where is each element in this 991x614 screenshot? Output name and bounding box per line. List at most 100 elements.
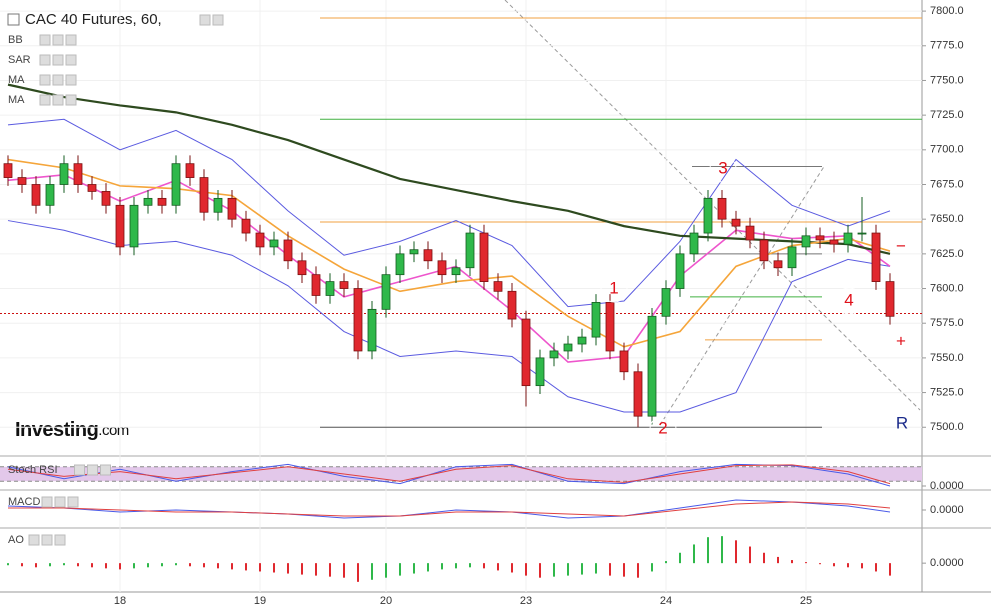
legend-icon[interactable] <box>52 74 64 86</box>
candle-body <box>129 204 139 248</box>
candle-body <box>745 225 755 241</box>
legend-icon[interactable] <box>65 74 77 86</box>
candle-body <box>647 315 657 417</box>
candle-body <box>325 281 335 296</box>
candle-body <box>17 177 27 185</box>
ao-bar <box>875 563 877 572</box>
candle-body <box>423 249 433 262</box>
annotation: + <box>896 331 906 350</box>
ao-bar <box>525 563 527 576</box>
legend-icon[interactable] <box>52 94 64 106</box>
y-tick-label: 7625.0 <box>930 248 964 260</box>
ao-bar <box>371 563 373 580</box>
candle-body <box>451 267 461 276</box>
legend-icon[interactable] <box>74 464 85 476</box>
candle-body <box>773 260 783 269</box>
candle-body <box>815 235 825 241</box>
y-tick-label: 7750.0 <box>930 74 964 86</box>
legend-label: SAR <box>8 54 31 66</box>
y-tick-label: 7550.0 <box>930 352 964 364</box>
candle-body <box>563 343 573 352</box>
ao-bar <box>455 563 457 569</box>
ao-bar <box>805 562 807 564</box>
legend-icon[interactable] <box>41 534 53 546</box>
legend-label: MA <box>8 94 25 106</box>
candle-body <box>73 163 83 185</box>
ao-bar <box>357 563 359 582</box>
ao-bar <box>7 563 9 566</box>
candle-body <box>395 253 405 276</box>
ao-bar <box>273 563 275 573</box>
legend-icon[interactable] <box>67 496 79 508</box>
annotation-ring <box>600 275 628 303</box>
legend-icon[interactable] <box>65 94 77 106</box>
legend-icon[interactable] <box>199 14 211 26</box>
legend-icon[interactable] <box>39 74 51 86</box>
ao-bar <box>735 540 737 564</box>
candle-body <box>759 239 769 262</box>
candle-body <box>661 288 671 317</box>
ao-bar <box>133 563 135 569</box>
ao-bar <box>777 556 779 564</box>
candle-body <box>241 218 251 234</box>
legend-icon[interactable] <box>52 54 64 66</box>
legend-icon[interactable] <box>52 34 64 46</box>
candle-body <box>871 232 881 283</box>
candle-body <box>591 302 601 338</box>
candle-body <box>787 246 797 269</box>
legend-icon[interactable] <box>39 54 51 66</box>
ao-bar <box>861 563 863 569</box>
candle-body <box>885 281 895 317</box>
ao-bar <box>651 563 653 572</box>
ao-bar <box>581 563 583 575</box>
panel-label: Stoch RSI <box>8 464 58 476</box>
candle-body <box>619 350 629 373</box>
logo-text: Investing <box>15 419 98 441</box>
candle-body <box>437 260 447 276</box>
legend-icon[interactable] <box>41 496 53 508</box>
legend-icon[interactable] <box>100 464 111 476</box>
ao-bar <box>203 563 205 568</box>
bb-upper <box>7 118 891 308</box>
ao-bar <box>693 544 695 564</box>
candle-body <box>339 281 349 289</box>
candle-body <box>171 163 181 206</box>
y-tick-label: 7575.0 <box>930 317 964 329</box>
legend-icon[interactable] <box>65 34 77 46</box>
candle-body <box>59 163 69 185</box>
annotation-ring <box>649 415 677 443</box>
ao-bar <box>819 563 821 565</box>
legend-icon[interactable] <box>28 534 40 546</box>
candle-body <box>843 232 853 245</box>
ao-bar <box>511 563 513 573</box>
legend-icon[interactable] <box>39 94 51 106</box>
candle-body <box>157 197 167 206</box>
x-tick-label: 20 <box>380 595 392 607</box>
legend-icon[interactable] <box>54 534 66 546</box>
ao-bar <box>539 563 541 578</box>
legend-icon[interactable] <box>39 34 51 46</box>
ao-bar <box>469 563 471 568</box>
ao-bar <box>245 563 247 571</box>
candle-body <box>801 235 811 248</box>
x-tick-label: 19 <box>254 595 266 607</box>
menu-icon[interactable] <box>7 13 20 26</box>
ao-bar <box>889 563 891 576</box>
y-tick-label: 7725.0 <box>930 109 964 121</box>
candle-body <box>717 197 727 220</box>
candle-body <box>45 184 55 206</box>
ao-bar <box>749 546 751 564</box>
candle-body <box>605 302 615 352</box>
candle-body <box>577 336 587 345</box>
ao-bar <box>287 563 289 574</box>
legend-icon[interactable] <box>87 464 98 476</box>
candle-body <box>87 184 97 192</box>
legend-icon[interactable] <box>212 14 224 26</box>
legend-icon[interactable] <box>54 496 66 508</box>
legend-icon[interactable] <box>65 54 77 66</box>
y-tick-label: 7600.0 <box>930 282 964 294</box>
y-tick-label: 0.0000 <box>930 504 964 516</box>
candle-body <box>731 218 741 227</box>
candle-body <box>703 197 713 234</box>
